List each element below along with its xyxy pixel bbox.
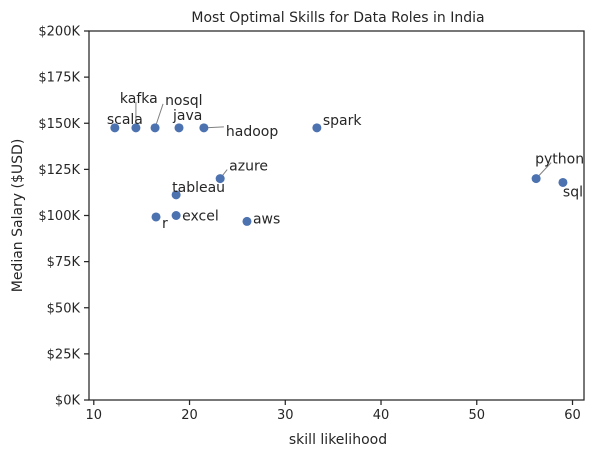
point-label: scala <box>107 112 143 128</box>
x-tick-label: 40 <box>373 408 390 423</box>
x-tick-label: 10 <box>86 408 103 423</box>
y-tick-label: $75K <box>47 255 81 270</box>
data-point <box>312 123 322 133</box>
point-label: r <box>162 216 168 232</box>
point-label: aws <box>253 211 280 227</box>
point-label: python <box>535 152 584 168</box>
x-tick-label: 50 <box>468 408 485 423</box>
point-label: sql <box>563 184 583 200</box>
y-tick-label: $200K <box>38 25 80 40</box>
data-point <box>171 211 181 220</box>
data-point <box>531 174 541 184</box>
x-tick-label: 30 <box>277 408 294 423</box>
y-tick-label: $0K <box>55 394 81 409</box>
point-label: kafka <box>120 91 158 107</box>
data-point <box>199 123 209 133</box>
y-tick-label: $150K <box>38 117 80 132</box>
y-axis-label: Median Salary ($USD) <box>10 139 26 293</box>
y-tick-label: $100K <box>38 209 80 224</box>
point-label: excel <box>182 209 219 225</box>
data-point <box>242 216 252 226</box>
data-point <box>558 177 568 187</box>
point-label: nosql <box>165 93 203 109</box>
x-tick-label: 20 <box>181 408 198 423</box>
data-points <box>110 123 568 226</box>
data-point <box>131 123 141 133</box>
x-tick-label: 60 <box>564 408 581 423</box>
data-point <box>171 190 181 200</box>
data-point <box>110 123 120 133</box>
point-label: spark <box>323 113 363 129</box>
point-label: tableau <box>172 180 225 196</box>
chart-title: Most Optimal Skills for Data Roles in In… <box>191 10 484 26</box>
x-axis-label: skill likelihood <box>289 432 387 448</box>
point-label: hadoop <box>226 124 278 140</box>
x-axis: 10 20 30 40 50 60 <box>86 400 581 423</box>
point-label: azure <box>229 159 268 175</box>
y-tick-label: $125K <box>38 163 80 178</box>
y-axis: $0K $25K $50K $75K $100K $125K $150K $175K $200K <box>38 25 89 409</box>
data-point <box>151 212 161 222</box>
data-point <box>215 174 225 184</box>
y-tick-label: $25K <box>47 347 81 362</box>
y-tick-label: $175K <box>38 71 80 86</box>
y-tick-label: $50K <box>47 301 81 316</box>
data-point <box>150 123 160 133</box>
data-point <box>174 123 184 133</box>
point-label: java <box>172 108 202 124</box>
